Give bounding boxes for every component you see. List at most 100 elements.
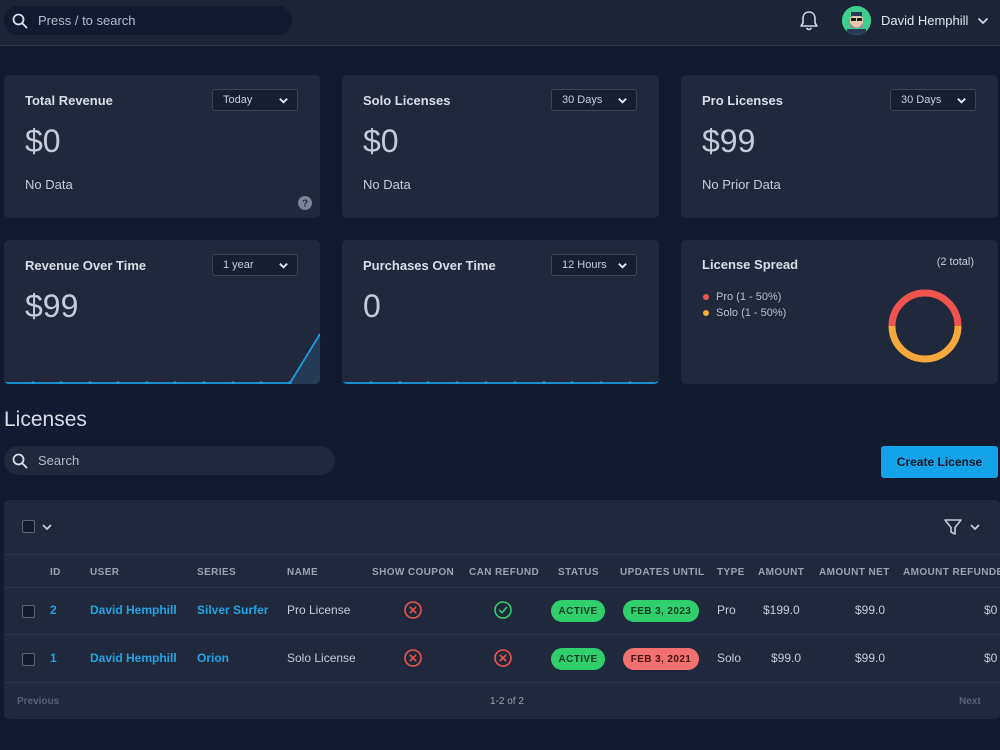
section-title: Licenses: [4, 408, 87, 431]
license-amount: $199.0: [763, 603, 800, 617]
updates-until-badge: FEB 3, 2021: [623, 648, 699, 670]
license-amount-refunded: $0: [984, 603, 998, 617]
chevron-down-icon: [957, 98, 966, 104]
series-link[interactable]: Silver Surfer: [197, 603, 269, 617]
column-header-series[interactable]: SERIES: [197, 567, 237, 578]
metric-value: $0: [363, 123, 399, 159]
chevron-down-icon: [279, 98, 288, 104]
purchases-over-time-card: Purchases Over Time 12 Hours 0: [342, 240, 659, 384]
select-all-checkbox[interactable]: [22, 520, 35, 533]
card-title: License Spread: [702, 257, 799, 272]
chevron-down-icon: [618, 263, 627, 269]
legend-item-solo[interactable]: Solo (1 - 50%): [703, 305, 786, 321]
column-header-updates-until[interactable]: UPDATES UNTIL: [620, 567, 705, 578]
metric-value: $99: [702, 123, 756, 159]
range-select[interactable]: 30 Days: [890, 89, 976, 111]
column-header-amount[interactable]: AMOUNT: [758, 567, 805, 578]
spread-legend: Pro (1 - 50%) Solo (1 - 50%): [703, 289, 786, 321]
range-select[interactable]: 1 year: [212, 254, 298, 276]
metric-value: $99: [25, 288, 79, 324]
range-select[interactable]: 30 Days: [551, 89, 637, 111]
metric-subtext: No Prior Data: [702, 177, 781, 192]
revenue-trend-chart: [4, 333, 320, 384]
next-page-button[interactable]: Next: [959, 696, 981, 707]
create-license-button[interactable]: Create License: [881, 446, 998, 478]
metric-value: 0: [363, 288, 381, 324]
user-link[interactable]: David Hemphill: [90, 651, 177, 665]
range-select[interactable]: 12 Hours: [551, 254, 637, 276]
column-header-show-coupon[interactable]: SHOW COUPON: [372, 567, 455, 578]
column-header-can-refund[interactable]: CAN REFUND: [469, 567, 540, 578]
chevron-down-icon: [618, 98, 627, 104]
column-header-status[interactable]: STATUS: [558, 567, 599, 578]
license-search-input[interactable]: [38, 453, 258, 468]
license-name: Pro License: [287, 603, 351, 617]
metric-subtext: No Data: [363, 177, 411, 192]
metric-value: $0: [25, 123, 61, 159]
license-amount: $99.0: [771, 651, 802, 665]
global-search[interactable]: [4, 6, 292, 35]
column-header-id[interactable]: ID: [50, 567, 61, 578]
status-badge: ACTIVE: [551, 600, 605, 622]
column-header-user[interactable]: USER: [90, 567, 120, 578]
legend-item-pro[interactable]: Pro (1 - 50%): [703, 289, 786, 305]
metric-subtext: No Data: [25, 177, 73, 192]
license-donut-chart: [888, 289, 962, 363]
help-icon[interactable]: ?: [298, 196, 312, 210]
table-row[interactable]: 2 David Hemphill Silver Surfer Pro Licen…: [4, 587, 1000, 635]
series-link[interactable]: Orion: [197, 651, 229, 665]
chevron-down-icon[interactable]: [969, 521, 981, 533]
licenses-table: ID USER SERIES NAME SHOW COUPON CAN REFU…: [4, 500, 1000, 719]
pro-licenses-card: Pro Licenses 30 Days $99 No Prior Data: [681, 75, 998, 218]
chevron-down-icon[interactable]: [977, 15, 989, 27]
filter-icon[interactable]: [943, 517, 963, 537]
card-title: Pro Licenses: [702, 93, 783, 108]
chevron-down-icon[interactable]: [41, 521, 53, 533]
updates-until-badge: FEB 3, 2023: [623, 600, 699, 622]
user-name[interactable]: David Hemphill: [881, 13, 969, 28]
license-search[interactable]: [4, 446, 335, 475]
row-checkbox[interactable]: [22, 653, 35, 666]
total-count: (2 total): [936, 256, 974, 268]
column-header-type[interactable]: TYPE: [717, 567, 745, 578]
x-circle-icon: [404, 649, 422, 667]
column-header-name[interactable]: NAME: [287, 567, 319, 578]
license-id-link[interactable]: 2: [50, 603, 57, 617]
license-id-link[interactable]: 1: [50, 651, 57, 665]
license-spread-card: License Spread (2 total) Pro (1 - 50%) S…: [681, 240, 998, 384]
license-amount-net: $99.0: [855, 603, 886, 617]
column-header-amount-net[interactable]: AMOUNT NET: [819, 567, 890, 578]
card-title: Revenue Over Time: [25, 258, 147, 273]
status-badge: ACTIVE: [551, 648, 605, 670]
license-type: Solo: [717, 651, 742, 665]
card-title: Solo Licenses: [363, 93, 451, 108]
x-circle-icon: [404, 601, 422, 619]
card-title: Purchases Over Time: [363, 258, 496, 273]
row-checkbox[interactable]: [22, 605, 35, 618]
range-select[interactable]: Today: [212, 89, 298, 111]
license-name: Solo License: [287, 651, 356, 665]
search-icon: [12, 13, 28, 28]
global-search-input[interactable]: [38, 13, 258, 28]
solo-licenses-card: Solo Licenses 30 Days $0 No Data: [342, 75, 659, 218]
table-row[interactable]: 1 David Hemphill Orion Solo License ACTI…: [4, 635, 1000, 683]
column-header-amount-refunded[interactable]: AMOUNT REFUNDED: [903, 567, 1000, 578]
svg-text:?: ?: [302, 199, 308, 210]
chevron-down-icon: [279, 263, 288, 269]
revenue-over-time-card: Revenue Over Time 1 year $99: [4, 240, 320, 384]
previous-page-button[interactable]: Previous: [17, 696, 60, 707]
avatar[interactable]: [842, 6, 871, 35]
license-type: Pro: [717, 603, 736, 617]
license-amount-refunded: $0: [984, 651, 998, 665]
table-header: ID USER SERIES NAME SHOW COUPON CAN REFU…: [4, 554, 1000, 588]
x-circle-icon: [494, 649, 512, 667]
card-title: Total Revenue: [25, 93, 113, 108]
check-circle-icon: [494, 601, 512, 619]
bell-icon[interactable]: [799, 10, 819, 32]
total-revenue-card: Total Revenue Today $0 No Data ?: [4, 75, 320, 218]
top-bar: David Hemphill: [0, 0, 1000, 46]
purchases-trend-chart: [342, 381, 659, 384]
license-amount-net: $99.0: [855, 651, 886, 665]
user-link[interactable]: David Hemphill: [90, 603, 177, 617]
search-icon: [12, 453, 28, 468]
